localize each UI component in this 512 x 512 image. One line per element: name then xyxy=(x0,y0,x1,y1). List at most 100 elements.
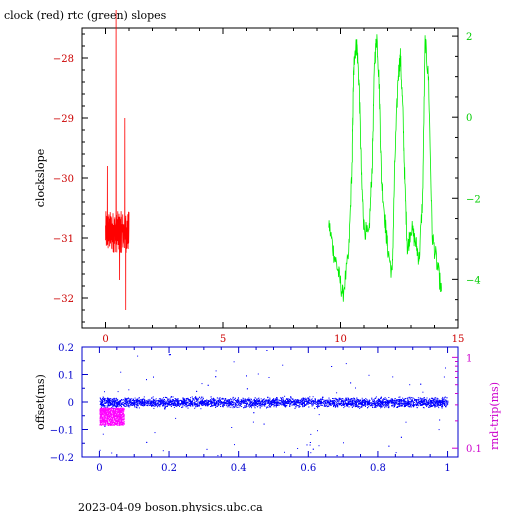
offset-point xyxy=(447,400,449,402)
offset-point xyxy=(405,400,407,402)
offset-point xyxy=(170,396,172,398)
offset-point xyxy=(317,401,318,403)
offset-point xyxy=(152,398,154,400)
offset-point xyxy=(152,402,154,404)
offset-point xyxy=(317,405,319,407)
offset-point xyxy=(190,402,192,404)
offset-point xyxy=(261,400,263,402)
offset-point xyxy=(393,403,395,405)
offset-point xyxy=(220,401,222,403)
offset-point xyxy=(422,391,424,393)
offset-point xyxy=(446,402,448,404)
offset-point xyxy=(162,402,164,404)
offset-point xyxy=(367,403,369,405)
offset-point xyxy=(231,405,233,407)
offset-point xyxy=(118,403,120,405)
offset-point xyxy=(168,400,170,402)
offset-point xyxy=(239,403,241,405)
offset-point xyxy=(318,405,320,407)
offset-point xyxy=(339,397,341,399)
offset-series xyxy=(99,350,449,457)
offset-point xyxy=(424,403,426,404)
offset-point xyxy=(170,396,172,397)
offset-point xyxy=(154,399,156,401)
offset-point xyxy=(374,405,376,407)
offset-point xyxy=(297,402,299,404)
offset-point xyxy=(434,406,436,408)
offset-point xyxy=(185,401,187,403)
offset-point xyxy=(213,404,215,406)
offset-point xyxy=(312,401,314,403)
offset-point xyxy=(132,405,134,406)
offset-point xyxy=(365,401,366,403)
offset-point xyxy=(434,402,436,404)
offset-point xyxy=(205,402,207,404)
offset-point xyxy=(140,403,142,405)
offset-point xyxy=(157,402,159,404)
offset-point xyxy=(422,403,424,404)
offset-point xyxy=(357,406,359,408)
offset-point xyxy=(385,402,386,404)
offset-point xyxy=(175,403,177,405)
offset-point xyxy=(390,402,392,404)
offset-point xyxy=(269,401,271,403)
offset-point xyxy=(277,403,279,405)
offset-point xyxy=(134,405,136,407)
offset-point xyxy=(407,405,409,407)
offset-point xyxy=(355,387,356,389)
offset-point xyxy=(173,402,175,404)
offset-point xyxy=(428,402,430,404)
offset-point xyxy=(247,398,249,400)
offset-point xyxy=(424,399,426,401)
offset-point xyxy=(199,404,200,406)
offset-point xyxy=(149,402,151,404)
roundtrip-point xyxy=(117,421,119,422)
offset-point xyxy=(396,400,398,402)
offset-point xyxy=(296,404,298,406)
offset-point xyxy=(349,403,351,405)
offset-point xyxy=(136,407,138,409)
offset-point xyxy=(417,404,419,406)
offset-point xyxy=(245,400,246,402)
roundtrip-point xyxy=(106,418,108,419)
offset-point xyxy=(385,400,387,402)
offset-point xyxy=(218,398,220,400)
offset-point xyxy=(253,399,255,401)
offset-point xyxy=(294,401,296,403)
offset-point xyxy=(106,402,107,404)
offset-point xyxy=(161,398,163,400)
offset-point xyxy=(106,400,108,402)
offset-point xyxy=(223,398,225,400)
offset-point xyxy=(163,400,165,402)
offset-point xyxy=(212,402,214,404)
offset-point xyxy=(167,405,168,407)
offset-point xyxy=(112,405,114,407)
offset-point xyxy=(309,398,311,400)
offset-point xyxy=(293,400,294,402)
offset-point xyxy=(424,403,426,405)
offset-point xyxy=(286,405,288,407)
offset-point xyxy=(443,376,445,378)
offset-point xyxy=(183,405,185,407)
offset-point xyxy=(105,400,107,402)
offset-point xyxy=(192,405,194,407)
offset-point xyxy=(318,414,320,416)
offset-point xyxy=(117,398,119,400)
offset-point xyxy=(361,406,363,408)
offset-point xyxy=(302,402,304,404)
offset-point xyxy=(288,402,290,404)
offset-point xyxy=(343,399,345,401)
offset-point xyxy=(244,400,246,402)
offset-point xyxy=(353,399,355,401)
offset-point xyxy=(271,401,273,403)
offset-point xyxy=(373,398,375,400)
offset-point xyxy=(359,399,361,401)
offset-point xyxy=(255,401,257,403)
offset-point xyxy=(113,401,115,403)
offset-point xyxy=(388,397,390,398)
offset-point xyxy=(146,379,147,381)
offset-point xyxy=(401,404,403,406)
offset-point xyxy=(127,398,129,399)
offset-point xyxy=(134,400,136,401)
offset-point xyxy=(144,400,145,402)
